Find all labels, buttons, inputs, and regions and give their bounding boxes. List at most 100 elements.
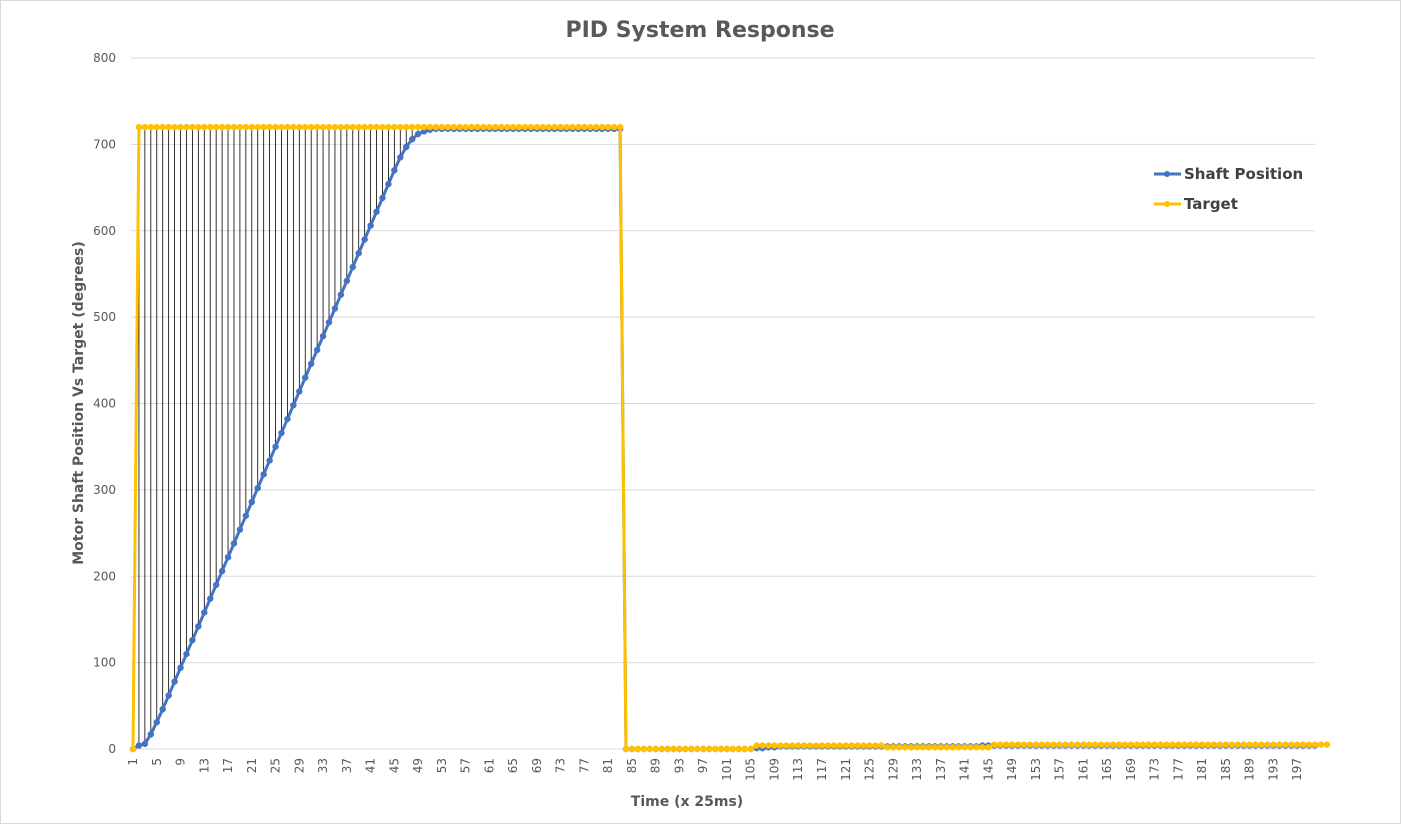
x-tick-label: 165 [1100, 758, 1114, 781]
target-point [414, 123, 422, 131]
target-point [456, 123, 463, 131]
shaft-position-point [254, 484, 261, 492]
x-tick-label: 137 [934, 758, 948, 781]
target-point [349, 123, 357, 131]
target-point [545, 123, 553, 131]
target-point [735, 745, 743, 753]
drop-lines [138, 127, 419, 746]
shaft-position-point [260, 471, 267, 478]
target-point [1293, 741, 1301, 748]
target-point [1062, 741, 1069, 748]
target-point [884, 744, 891, 751]
target-point [890, 744, 897, 751]
chart-title: PID System Response [565, 18, 834, 43]
shaft-position-point [135, 742, 143, 749]
target-point [907, 744, 915, 751]
shaft-position-point [355, 249, 362, 257]
shaft-position-point [414, 130, 422, 138]
target-point [224, 123, 232, 131]
target-point [1121, 741, 1129, 748]
target-point [385, 123, 392, 131]
target-point [177, 123, 184, 131]
target-markers [129, 123, 1331, 753]
x-tick-label: 157 [1053, 758, 1067, 781]
target-point [1287, 741, 1295, 748]
x-tick-label: 121 [839, 758, 853, 781]
y-tick-label: 400 [93, 397, 116, 411]
target-point [1032, 741, 1040, 748]
target-point [391, 123, 398, 131]
target-point [670, 745, 677, 753]
target-point [195, 123, 202, 131]
shaft-position-point [183, 650, 190, 658]
x-tick-label: 93 [672, 758, 686, 773]
x-tick-label: 105 [744, 758, 758, 781]
x-tick-label: 1 [126, 758, 140, 766]
target-point [848, 742, 855, 749]
target-point [135, 123, 143, 131]
x-tick-label: 53 [435, 758, 449, 773]
target-point [408, 123, 416, 131]
x-tick-label: 149 [1005, 758, 1019, 781]
target-point [527, 123, 535, 131]
target-point [1222, 741, 1230, 748]
shaft-position-point [212, 581, 220, 589]
legend-label: Target [1184, 195, 1238, 213]
y-axis-ticks: 0 100 200 300 400 500 600 700 800 [93, 51, 116, 756]
shaft-position-point [290, 401, 297, 409]
target-point [598, 123, 606, 131]
shaft-position-point [296, 388, 303, 395]
target-point [474, 123, 481, 131]
target-point [1145, 741, 1152, 748]
shaft-position-point [319, 332, 327, 340]
target-point [1127, 741, 1135, 748]
target-point [640, 745, 648, 753]
target-point [444, 123, 452, 131]
target-point [1317, 741, 1325, 748]
target-point [486, 123, 493, 131]
target-point [812, 742, 820, 749]
target-point [854, 742, 861, 749]
target-point [1187, 741, 1194, 748]
x-tick-label: 117 [815, 758, 829, 781]
gridlines [131, 57, 1315, 750]
shaft-position-point [248, 498, 256, 506]
target-point [533, 123, 541, 131]
target-point [901, 744, 909, 751]
y-tick-label: 700 [93, 137, 116, 151]
x-tick-label: 17 [221, 758, 235, 773]
target-point [1181, 741, 1188, 748]
shaft-position-point [266, 457, 273, 464]
x-tick-label: 197 [1290, 758, 1304, 781]
x-tick-label: 173 [1148, 758, 1162, 781]
target-point [1086, 741, 1093, 748]
target-point [705, 745, 713, 753]
legend-marker [1164, 201, 1170, 207]
shaft-position-point [379, 194, 386, 202]
x-axis-title: Time (x 25ms) [631, 794, 743, 810]
target-point [539, 123, 547, 131]
x-tick-label: 101 [720, 758, 734, 781]
legend: Shaft Position Target [1154, 165, 1303, 213]
target-point [1008, 741, 1016, 748]
y-tick-label: 200 [93, 569, 116, 583]
target-point [664, 745, 671, 753]
target-point [1228, 741, 1236, 748]
shaft-position-point [159, 706, 166, 713]
target-point [616, 123, 624, 131]
legend-label: Shaft Position [1184, 165, 1303, 183]
target-point [1014, 741, 1022, 748]
target-point [1216, 741, 1224, 748]
target-point [1210, 741, 1218, 748]
x-tick-label: 73 [554, 758, 568, 773]
shaft-position-point [391, 167, 398, 174]
target-point [753, 742, 760, 749]
target-point [468, 123, 475, 131]
target-point [967, 744, 974, 751]
x-tick-label: 9 [174, 758, 188, 766]
target-point [872, 742, 879, 749]
target-point [1234, 741, 1242, 748]
target-point [206, 123, 214, 131]
x-tick-label: 37 [340, 758, 354, 773]
x-tick-label: 97 [696, 758, 710, 773]
